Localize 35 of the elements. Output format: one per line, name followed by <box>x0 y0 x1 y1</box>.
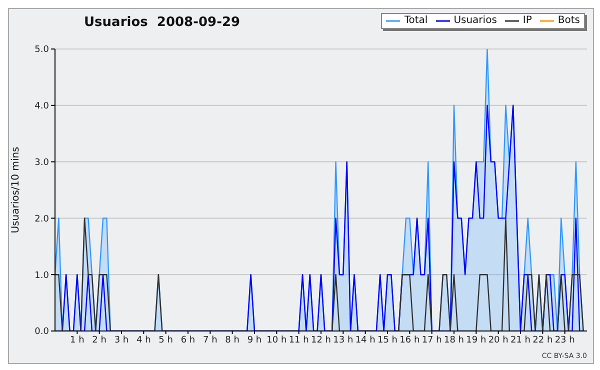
x-tick-label: 18 h <box>444 335 464 346</box>
y-tick-label: 0.0 <box>34 327 50 338</box>
x-tick-label: 15 h <box>377 335 398 346</box>
y-tick-label: 4.0 <box>34 102 50 112</box>
x-tick-label: 9 h <box>247 335 262 346</box>
y-axis-title: Usuarios/10 mins <box>10 146 22 234</box>
y-tick-label: 1.0 <box>34 270 50 281</box>
legend-label: IP <box>522 14 532 28</box>
legend-label: Bots <box>556 14 580 28</box>
x-tick-label: 17 h <box>422 335 442 346</box>
y-tick-label: 5.0 <box>34 45 50 56</box>
x-tick-label: 20 h <box>488 335 508 346</box>
x-tick-label: 12 h <box>310 335 332 346</box>
x-tick-label: 4 h <box>136 335 151 346</box>
x-tick-label: 7 h <box>203 335 218 346</box>
x-tick-label: 10 h <box>266 335 287 346</box>
y-tick-label: 3.0 <box>34 158 50 168</box>
x-tick-label: 5 h <box>158 335 173 346</box>
x-tick-label: 13 h <box>333 335 354 346</box>
x-tick-label: 11 h <box>288 335 309 346</box>
x-tick-label: 16 h <box>400 335 420 346</box>
chart-title: Usuarios 2008-09-29 <box>84 15 240 30</box>
x-tick-label: 1 h <box>70 335 84 346</box>
legend-label: Total <box>403 14 428 28</box>
x-tick-label: 2 h <box>92 335 106 346</box>
x-tick-label: 3 h <box>114 335 129 346</box>
legend-label: Usuarios <box>452 14 497 28</box>
y-tick-label: 2.0 <box>34 214 50 224</box>
x-tick-label: 6 h <box>180 335 196 346</box>
x-tick-label: 14 h <box>355 335 376 346</box>
x-tick-label: 19 h <box>466 335 486 346</box>
x-tick-label: 23 h <box>554 335 575 346</box>
x-tick-label: 21 h <box>510 335 531 346</box>
x-tick-label: 22 h <box>532 335 553 346</box>
x-tick-label: 8 h <box>225 335 240 346</box>
